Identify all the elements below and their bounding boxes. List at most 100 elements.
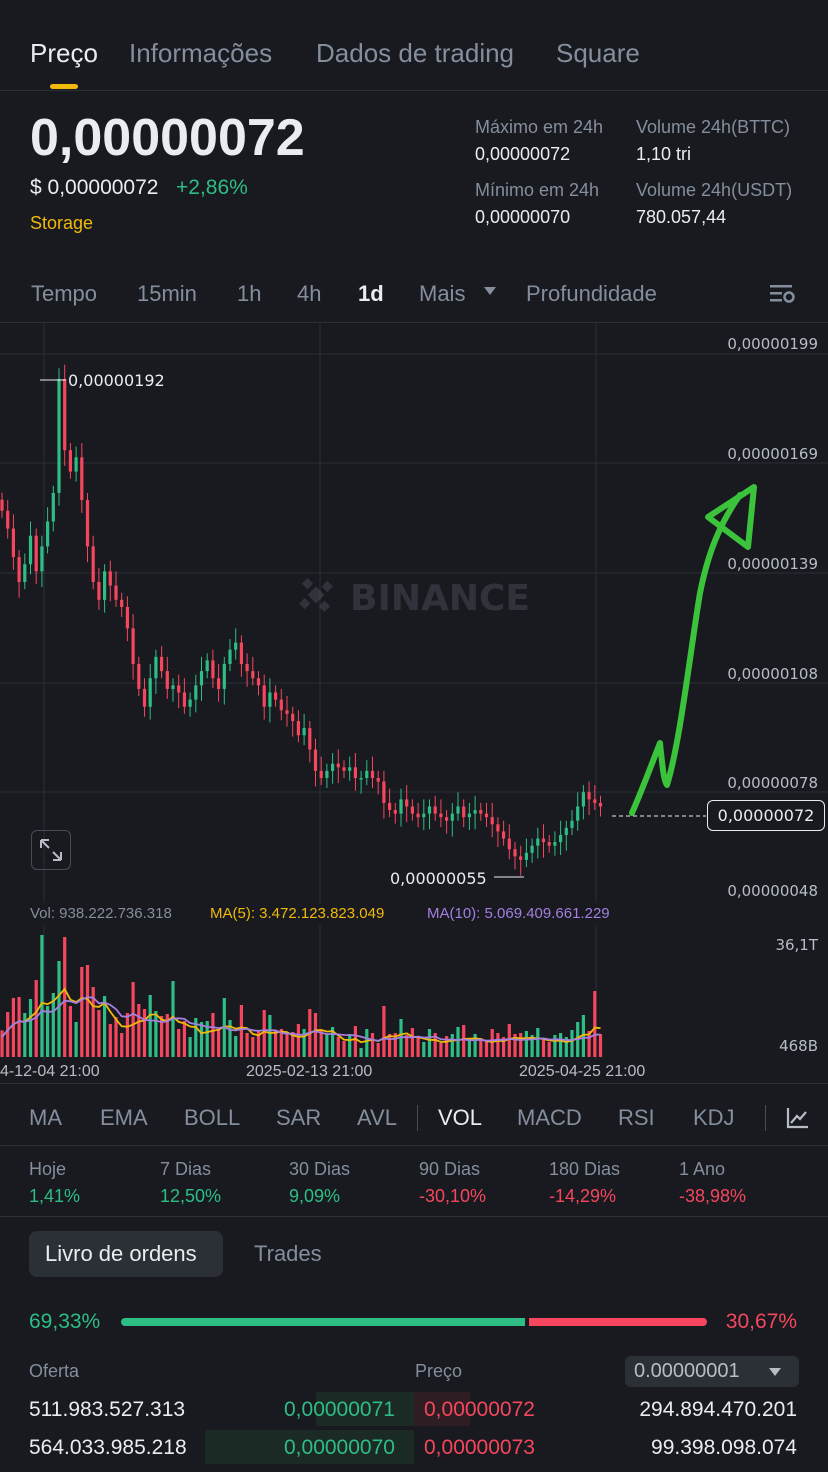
perf-label-7d: 7 Dias [160,1159,212,1179]
precision-select[interactable]: 0.00000001 [625,1356,799,1387]
volume-bar [536,1028,540,1057]
candle-body [473,810,477,814]
timeframe-1d[interactable]: 1d [358,281,384,306]
col-bid: Oferta [29,1361,80,1381]
bid-price-1[interactable]: 0,00000071 [284,1398,395,1421]
volume-bar [11,998,15,1057]
candle-body [388,802,392,811]
candle-body [239,642,243,664]
tab-square[interactable]: Square [556,38,640,68]
buy-ratio: 69,33% [29,1310,101,1333]
volume-bar [524,1031,528,1057]
timeframe-depth[interactable]: Profundidade [526,281,657,306]
volume-bar [165,1014,169,1057]
indicator-rsi[interactable]: RSI [618,1105,655,1130]
candle-body [23,564,27,583]
candle-body [507,838,511,850]
volume-bar [433,1033,437,1057]
candle-body [502,831,506,839]
candle-body [331,763,335,771]
volume-bar [228,1020,232,1057]
candle-body [462,806,466,818]
tab-trades[interactable]: Trades [254,1241,322,1266]
candle-body [177,685,181,693]
fullscreen-button[interactable] [31,830,71,870]
candle-body [285,710,289,714]
indicator-settings-icon[interactable] [785,1105,811,1131]
timeframe-4h[interactable]: 4h [297,281,322,306]
candle-body [131,628,135,664]
volume-bar [570,1030,574,1057]
indicator-macd[interactable]: MACD [517,1105,582,1130]
candle-body [46,521,50,547]
candle-body [28,535,33,565]
timeframe-time[interactable]: Tempo [31,281,98,306]
volume-bar [302,1029,306,1057]
vol-legend: Vol: 938.222.736.318 [30,905,172,922]
timeframe-1h[interactable]: 1h [237,281,262,306]
candle-body [40,546,44,572]
candle-body [57,378,61,493]
indicator-avl[interactable]: AVL [357,1105,397,1130]
volume-bar [268,1015,272,1057]
volume-bar [74,1022,78,1057]
tab-orderbook[interactable]: Livro de ordens [45,1241,197,1266]
volume-bar [17,997,21,1057]
candle-body [279,699,283,711]
tab-trading-data[interactable]: Dados de trading [316,38,515,68]
indicator-ma[interactable]: MA [29,1105,62,1130]
timeframe-15min[interactable]: 15min [137,281,197,306]
chevron-down-icon [769,1368,781,1376]
volume-bar [422,1042,426,1057]
bid-qty-2[interactable]: 564.033.985.218 [29,1436,187,1459]
tab-price[interactable]: Preço [30,38,98,68]
candle-body [291,713,295,721]
candle-body [148,678,152,707]
tab-info[interactable]: Informações [129,38,273,68]
volume-base-label: Volume 24h(BTTC) [636,117,791,137]
y-tick-2: 0,00000169 [727,445,818,463]
chart-settings-icon[interactable] [768,282,796,306]
bid-qty-1[interactable]: 511.983.527.313 [29,1398,186,1421]
volume-bar [553,1035,557,1057]
volume-bar [473,1034,477,1057]
volume-bar [6,1012,10,1057]
candle-body [393,810,397,814]
volume-bar [40,935,44,1057]
indicator-boll[interactable]: BOLL [184,1105,241,1130]
indicator-kdj[interactable]: KDJ [693,1105,735,1130]
candle-body [165,671,169,689]
ma10-legend: MA(10): 5.069.409.661.229 [427,905,610,922]
caret-down-icon[interactable] [484,287,496,295]
candlestick-chart[interactable]: BINANCE 0,00000192 0,00000055 [0,323,828,903]
col-price: Preço [415,1361,463,1381]
candle-body [581,792,585,807]
volume-bar [177,1029,181,1057]
candle-body [171,685,175,689]
volume-bar [456,1027,460,1057]
volume-bar [564,1037,568,1057]
indicator-sar[interactable]: SAR [276,1105,322,1130]
candle-body [410,806,414,814]
timeframe-more[interactable]: Mais [419,281,466,306]
ask-price-1[interactable]: 0,00000072 [424,1398,535,1421]
current-price-tag: 0,00000072 [707,800,825,831]
volume-bar [51,993,55,1057]
volume-bar [234,1036,238,1057]
expand-icon [40,839,62,861]
ask-price-2[interactable]: 0,00000073 [424,1436,535,1459]
candle-body [519,856,523,860]
candle-body [114,585,118,600]
tab-orderbook-bg[interactable] [29,1231,223,1277]
candle-body [120,599,124,607]
ask-qty-1[interactable]: 294.894.470.201 [639,1398,797,1421]
ask-qty-2[interactable]: 99.398.098.074 [651,1436,797,1459]
indicator-vol[interactable]: VOL [438,1105,483,1130]
bid-price-2[interactable]: 0,00000070 [284,1436,395,1459]
category-tag[interactable]: Storage [30,213,94,233]
indicator-ema[interactable]: EMA [100,1105,148,1130]
volume-bar [370,1033,375,1057]
volume-bar [68,1006,72,1057]
volume-bar [108,1024,112,1057]
volume-bar [416,1038,420,1057]
